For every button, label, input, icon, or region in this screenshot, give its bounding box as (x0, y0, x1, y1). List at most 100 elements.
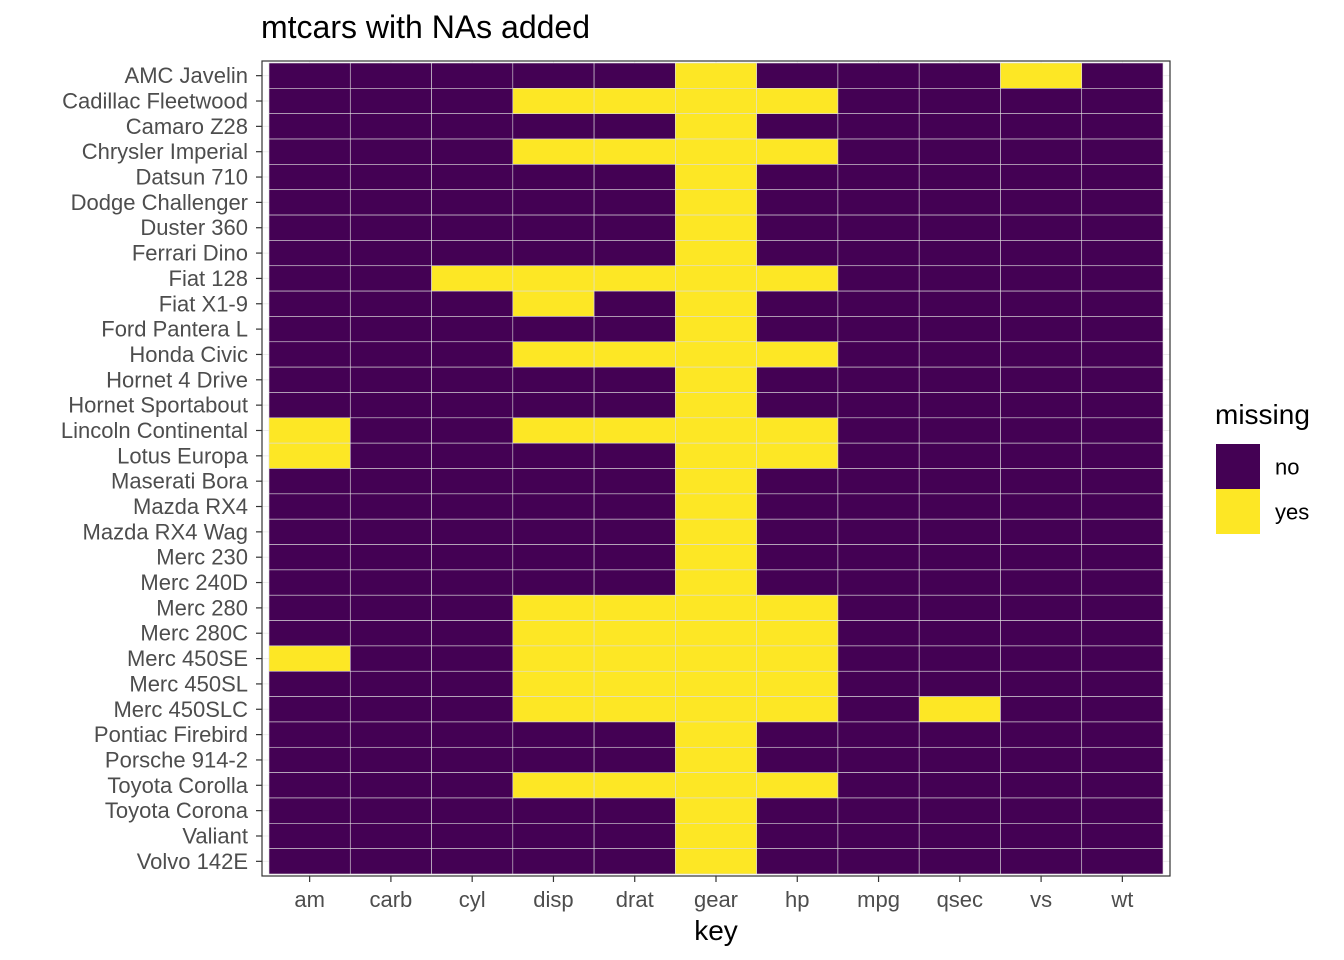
heatmap-cell (756, 797, 839, 824)
heatmap-cell (431, 164, 514, 191)
heatmap-cell (593, 62, 676, 89)
heatmap-cell (268, 848, 351, 875)
heatmap-cell (431, 88, 514, 114)
heatmap-cell (918, 518, 1001, 545)
heatmap-cell (593, 113, 676, 140)
heatmap-cell (349, 265, 432, 292)
heatmap-cell (593, 417, 676, 444)
heatmap-cell (268, 518, 351, 545)
y-tick-label: Hornet 4 Drive (106, 367, 248, 392)
heatmap-cell (1000, 442, 1083, 469)
heatmap-cell (1081, 316, 1164, 343)
x-tick-label: gear (694, 887, 738, 912)
heatmap-cell (837, 746, 920, 773)
heatmap-cell (837, 772, 920, 799)
heatmap-cell (268, 721, 351, 748)
heatmap-cell (349, 442, 432, 469)
heatmap-cell (837, 848, 920, 875)
heatmap-cell (918, 797, 1001, 824)
heatmap-cell (349, 417, 432, 444)
heatmap-cell (756, 240, 839, 267)
heatmap-cell (918, 696, 1001, 723)
heatmap-cell (593, 392, 676, 419)
heatmap-cell (593, 138, 676, 165)
y-tick-label: Hornet Sportabout (68, 393, 248, 418)
heatmap-cell (268, 442, 351, 469)
y-tick-label: Merc 450SL (129, 671, 248, 696)
heatmap-cell (268, 88, 351, 114)
heatmap-cell (268, 620, 351, 647)
heatmap-cell (512, 797, 595, 824)
heatmap-cell (1081, 290, 1164, 317)
y-tick-label: Lincoln Continental (61, 418, 248, 443)
heatmap-cell (593, 823, 676, 849)
heatmap-cell (431, 417, 514, 444)
heatmap-cell (268, 797, 351, 824)
heatmap-cell (349, 594, 432, 621)
heatmap-cell (1081, 544, 1164, 571)
heatmap-cell (593, 772, 676, 799)
heatmap-cell (1000, 341, 1083, 368)
heatmap-cell (431, 721, 514, 748)
heatmap-cell (756, 189, 839, 216)
y-tick-label: Lotus Europa (117, 443, 249, 468)
heatmap-cell (1000, 240, 1083, 267)
x-tick-label: disp (533, 887, 573, 912)
heatmap-cell (1000, 316, 1083, 343)
heatmap-cell (431, 670, 514, 697)
heatmap-cell (593, 569, 676, 596)
heatmap-cell (349, 518, 432, 545)
y-tick-label: Toyota Corona (105, 798, 249, 823)
heatmap-cell (349, 823, 432, 849)
heatmap-cell (512, 62, 595, 89)
y-tick-label: Camaro Z28 (126, 114, 248, 139)
heatmap-cell (1000, 594, 1083, 621)
heatmap-cell (756, 392, 839, 419)
heatmap-cell (431, 366, 514, 393)
heatmap-cell (1081, 214, 1164, 241)
heatmap-cell (349, 138, 432, 165)
legend-entries: no yes (1216, 444, 1309, 534)
heatmap-cell (268, 265, 351, 292)
heatmap-cell (593, 442, 676, 469)
heatmap-cell (349, 544, 432, 571)
x-tick-label: mpg (857, 887, 900, 912)
heatmap-cell (593, 316, 676, 343)
y-tick-label: Merc 280C (140, 621, 248, 646)
x-tick-label: hp (785, 887, 809, 912)
heatmap-cell (1081, 417, 1164, 444)
heatmap-cell (675, 316, 757, 343)
heatmap-cell (268, 164, 351, 191)
heatmap-cell (349, 113, 432, 140)
legend-key-no (1216, 444, 1260, 489)
heatmap-cell (512, 214, 595, 241)
heatmap-cell (431, 62, 514, 89)
heatmap-cell (756, 468, 839, 495)
heatmap-cell (837, 493, 920, 520)
heatmap-cell (593, 265, 676, 292)
heatmap-cell (512, 366, 595, 393)
heatmap-cell (512, 341, 595, 368)
heatmap-cell (756, 848, 839, 875)
heatmap-cell (431, 189, 514, 216)
heatmap-cell (268, 316, 351, 343)
y-tick-label: Fiat 128 (169, 266, 249, 291)
heatmap-cell (918, 823, 1001, 849)
heatmap-cell (837, 442, 920, 469)
heatmap-cell (268, 189, 351, 216)
heatmap-cell (756, 594, 839, 621)
heatmap-cell (593, 848, 676, 875)
y-tick-label: Merc 240D (140, 570, 248, 595)
heatmap-cell (593, 670, 676, 697)
heatmap-cell (268, 113, 351, 140)
heatmap-cell (837, 721, 920, 748)
y-tick-label: Ford Pantera L (101, 317, 248, 342)
heatmap-cell (593, 88, 676, 114)
heatmap-cell (349, 366, 432, 393)
heatmap-cell (512, 392, 595, 419)
heatmap-cell (1081, 88, 1164, 114)
heatmap-cell (918, 88, 1001, 114)
heatmap-cell (349, 772, 432, 799)
heatmap-cell (675, 670, 757, 697)
